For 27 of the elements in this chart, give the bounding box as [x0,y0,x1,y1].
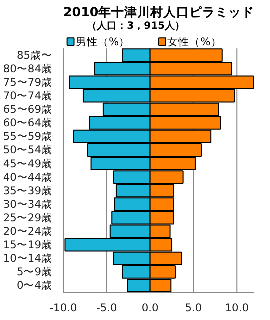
y-tick-label: 10〜14歳 [3,252,53,266]
x-tick-label: 10.0 [225,302,250,314]
y-tick-label: 55〜59歳 [3,130,53,144]
y-tick-label: 85歳〜 [16,48,53,62]
legend-label: 男性（%） [76,35,130,48]
y-tick-label: 45〜49歳 [3,157,53,170]
y-tick-label: 70〜74歳 [3,90,53,103]
y-tick-label: 35〜39歳 [3,184,53,198]
y-tick-label: 65〜69歳 [3,103,53,116]
y-tick-label: 60〜64歳 [3,116,53,130]
x-tick-label: 5.0 [185,302,202,314]
y-tick-label: 50〜54歳 [3,144,53,157]
x-tick-label: -5.0 [96,302,118,314]
y-tick-label: 0〜4歳 [16,279,53,292]
chart-subtitle: （人口：3，915人） [87,20,186,32]
y-tick-label: 75〜79歳 [3,76,53,89]
y-tick-label: 40〜44歳 [3,170,53,184]
x-tick-label: 0.0 [142,302,160,314]
x-tick-label: -10.0 [50,302,78,314]
legend-label: 女性（%） [168,35,222,48]
y-tick-label: 5〜9歳 [16,266,53,279]
y-tick-label: 20〜24歳 [3,225,53,238]
y-tick-label: 80〜84歳 [3,62,53,76]
y-tick-label: 30〜34歳 [3,198,53,211]
y-tick-label: 15〜19歳 [3,238,53,252]
chart-title: 2010年十津川村人口ピラミッド [64,4,255,20]
y-tick-label: 25〜29歳 [3,211,53,224]
